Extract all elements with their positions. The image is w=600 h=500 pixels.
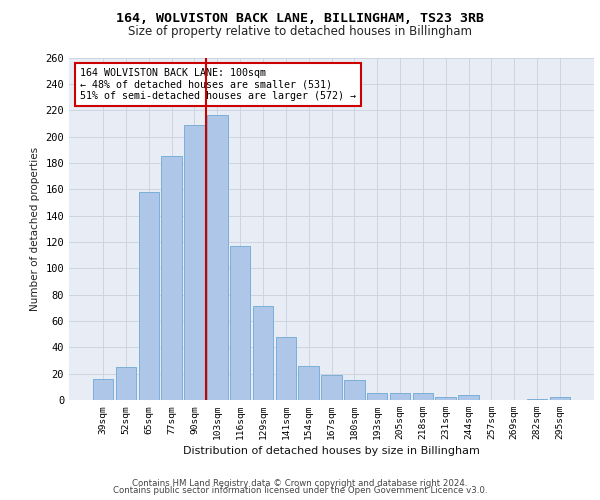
Bar xyxy=(321,375,342,400)
Bar xyxy=(275,337,296,400)
Bar xyxy=(161,156,182,400)
Bar xyxy=(527,398,547,400)
Text: Contains HM Land Registry data © Crown copyright and database right 2024.: Contains HM Land Registry data © Crown c… xyxy=(132,478,468,488)
Text: 164, WOLVISTON BACK LANE, BILLINGHAM, TS23 3RB: 164, WOLVISTON BACK LANE, BILLINGHAM, TS… xyxy=(116,12,484,26)
Bar xyxy=(253,306,273,400)
Bar xyxy=(390,394,410,400)
X-axis label: Distribution of detached houses by size in Billingham: Distribution of detached houses by size … xyxy=(183,446,480,456)
Bar xyxy=(207,116,227,400)
Bar xyxy=(367,394,388,400)
Bar xyxy=(344,380,365,400)
Bar xyxy=(139,192,159,400)
Bar xyxy=(230,246,250,400)
Bar xyxy=(298,366,319,400)
Bar xyxy=(550,398,570,400)
Text: 164 WOLVISTON BACK LANE: 100sqm
← 48% of detached houses are smaller (531)
51% o: 164 WOLVISTON BACK LANE: 100sqm ← 48% of… xyxy=(79,68,355,101)
Bar xyxy=(116,367,136,400)
Bar xyxy=(413,394,433,400)
Bar xyxy=(93,379,113,400)
Bar xyxy=(458,394,479,400)
Bar xyxy=(436,398,456,400)
Text: Contains public sector information licensed under the Open Government Licence v3: Contains public sector information licen… xyxy=(113,486,487,495)
Bar xyxy=(184,124,205,400)
Y-axis label: Number of detached properties: Number of detached properties xyxy=(30,146,40,311)
Text: Size of property relative to detached houses in Billingham: Size of property relative to detached ho… xyxy=(128,25,472,38)
